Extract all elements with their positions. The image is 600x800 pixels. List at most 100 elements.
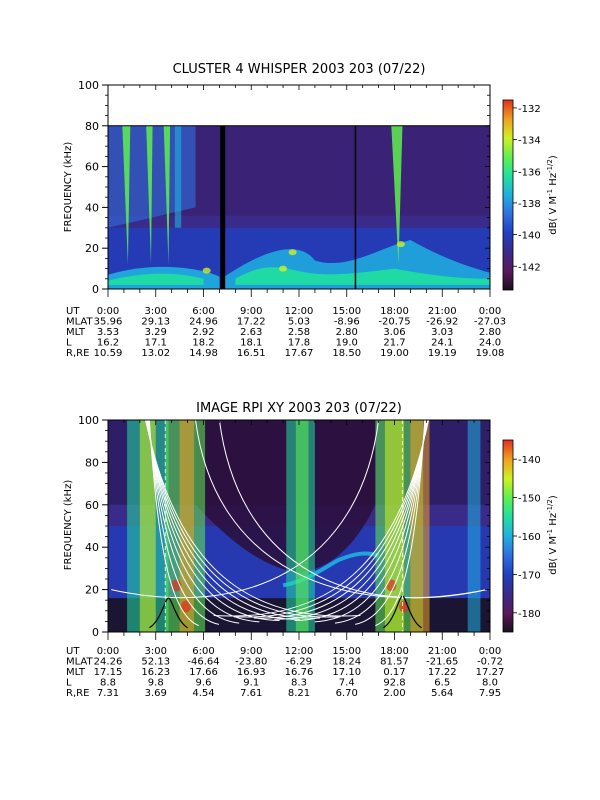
ephemeris-cell: 17.22 bbox=[428, 667, 457, 678]
y-tick-label: 40 bbox=[85, 201, 99, 214]
spectrogram-emission-band bbox=[410, 420, 430, 632]
ephemeris-cell: 18.50 bbox=[332, 348, 361, 359]
ephemeris-cell: 13.02 bbox=[141, 348, 170, 359]
panel1-colorbar-label: dB( V M-1 Hz-1/2) bbox=[546, 155, 559, 235]
ephemeris-cell: 9.1 bbox=[243, 678, 259, 689]
ephemeris-row-label: UT bbox=[66, 646, 80, 657]
ephemeris-cell: 9.8 bbox=[148, 678, 164, 689]
ephemeris-cell: 19.00 bbox=[380, 348, 409, 359]
ephemeris-cell: 5.64 bbox=[431, 688, 453, 699]
colorbar-tick-label: -138 bbox=[518, 199, 541, 210]
model-peak-curve bbox=[149, 597, 188, 629]
ephemeris-cell: 2.58 bbox=[288, 327, 310, 338]
ephemeris-cell: 18:00 bbox=[380, 646, 409, 657]
ephemeris-cell: 19.19 bbox=[428, 348, 457, 359]
ephemeris-cell: 3.03 bbox=[431, 327, 453, 338]
ephemeris-row-label: L bbox=[66, 338, 72, 349]
ephemeris-cell: 16.2 bbox=[97, 338, 119, 349]
ephemeris-cell: 2.63 bbox=[240, 327, 262, 338]
ephemeris-cell: 29.13 bbox=[141, 317, 170, 328]
colorbar-tick-label: -180 bbox=[518, 609, 541, 620]
ephemeris-cell: 19.0 bbox=[336, 338, 358, 349]
ephemeris-cell: 16.76 bbox=[285, 667, 314, 678]
panel2-spectrogram bbox=[108, 420, 490, 632]
ephemeris-cell: 17.66 bbox=[189, 667, 218, 678]
model-curve bbox=[294, 420, 428, 622]
panel2-ylabel: FREQUENCY (kHz) bbox=[63, 480, 74, 571]
ephemeris-cell: 16.51 bbox=[237, 348, 266, 359]
panel1-colorbar: -132 -134 -136 -138 -140 -142 dB( V M-1 Hz-1/… bbox=[502, 99, 559, 291]
panel1-x-axis bbox=[107, 85, 491, 297]
spectrogram-data-gap bbox=[220, 125, 226, 289]
ephemeris-cell: 0:00 bbox=[97, 306, 119, 317]
model-curve bbox=[213, 420, 430, 617]
y-tick-label: 0 bbox=[92, 283, 99, 296]
ephemeris-cell: 19.08 bbox=[476, 348, 505, 359]
y-tick-label: 80 bbox=[85, 456, 99, 469]
spectrogram-hotspot bbox=[202, 267, 211, 274]
panel1-colorbar-bar bbox=[502, 99, 514, 291]
ephemeris-cell: 17.67 bbox=[285, 348, 314, 359]
ephemeris-row-label: L bbox=[66, 678, 72, 689]
y-tick-label: 100 bbox=[78, 79, 99, 92]
ephemeris-row-label: MLAT bbox=[66, 657, 93, 668]
ephemeris-cell: 3.06 bbox=[383, 327, 405, 338]
ephemeris-cell: 0.17 bbox=[383, 667, 405, 678]
ephemeris-cell: 6:00 bbox=[192, 646, 214, 657]
ephemeris-cell: -6.29 bbox=[286, 657, 312, 668]
model-curve bbox=[148, 420, 220, 625]
ephemeris-cell: 21:00 bbox=[428, 306, 457, 317]
panel1-spectrogram bbox=[108, 85, 490, 289]
spectrogram-streak bbox=[391, 125, 403, 265]
ephemeris-cell: 15:00 bbox=[332, 306, 361, 317]
ephemeris-cell: -26.92 bbox=[426, 317, 458, 328]
ephemeris-cell: 8.8 bbox=[100, 678, 116, 689]
panel2-colorbar: -140 -150 -160 -170 -180 dB( V M-1 Hz-1/2) bbox=[502, 439, 559, 633]
spectrogram-emission-band bbox=[295, 420, 309, 632]
model-curve bbox=[355, 420, 426, 625]
panel1-title: CLUSTER 4 WHISPER 2003 203 (07/22) bbox=[173, 62, 426, 77]
ephemeris-cell: 6.5 bbox=[434, 678, 450, 689]
spectrogram-data-gap bbox=[354, 125, 357, 289]
y-tick-label: 80 bbox=[85, 120, 99, 133]
y-tick-label: 60 bbox=[85, 499, 99, 512]
ephemeris-cell: 9.6 bbox=[196, 678, 212, 689]
model-curve bbox=[111, 420, 380, 599]
ephemeris-cell: -23.80 bbox=[235, 657, 267, 668]
ephemeris-cell: 10.59 bbox=[94, 348, 123, 359]
ephemeris-cell: 9:00 bbox=[240, 646, 262, 657]
ephemeris-cell: 18.24 bbox=[332, 657, 361, 668]
ephemeris-cell: 2.92 bbox=[192, 327, 214, 338]
colorbar-tick-label: -170 bbox=[518, 570, 541, 581]
model-curve bbox=[147, 420, 240, 624]
panel2-title: IMAGE RPI XY 2003 203 (07/22) bbox=[196, 401, 402, 416]
spectrogram-hotspot bbox=[279, 265, 288, 272]
spectrogram-emission-band bbox=[139, 420, 156, 632]
ephemeris-cell: 52.13 bbox=[141, 657, 170, 668]
panel2-y-axis: 0 20 40 60 80 100 bbox=[78, 414, 490, 639]
ephemeris-cell: 2.80 bbox=[336, 327, 358, 338]
ephemeris-cell: 0:00 bbox=[479, 306, 501, 317]
colorbar-tick-label: -140 bbox=[518, 231, 541, 242]
colorbar-tick-label: -132 bbox=[518, 104, 541, 115]
colorbar-tick-label: -136 bbox=[518, 167, 541, 178]
spectrogram-hotspot bbox=[288, 249, 297, 256]
ephemeris-cell: 9:00 bbox=[240, 306, 262, 317]
ephemeris-cell: 81.57 bbox=[380, 657, 409, 668]
ephemeris-cell: 21:00 bbox=[428, 646, 457, 657]
ephemeris-cell: 3.69 bbox=[145, 688, 167, 699]
ephemeris-cell: 24.26 bbox=[94, 657, 123, 668]
spectrogram-hotspot bbox=[180, 600, 191, 613]
ephemeris-row-label: R,RE bbox=[66, 688, 89, 699]
ephemeris-cell: 17.15 bbox=[94, 667, 123, 678]
model-curve bbox=[274, 420, 428, 620]
y-tick-label: 0 bbox=[92, 626, 99, 639]
ephemeris-cell: 3:00 bbox=[145, 646, 167, 657]
colorbar-tick-label: -140 bbox=[518, 455, 541, 466]
ephemeris-cell: 21.7 bbox=[383, 338, 405, 349]
ephemeris-cell: 4.54 bbox=[192, 688, 214, 699]
colorbar-tick-label: -134 bbox=[518, 136, 541, 147]
ephemeris-cell: 7.61 bbox=[240, 688, 262, 699]
ephemeris-row-label: UT bbox=[66, 306, 80, 317]
